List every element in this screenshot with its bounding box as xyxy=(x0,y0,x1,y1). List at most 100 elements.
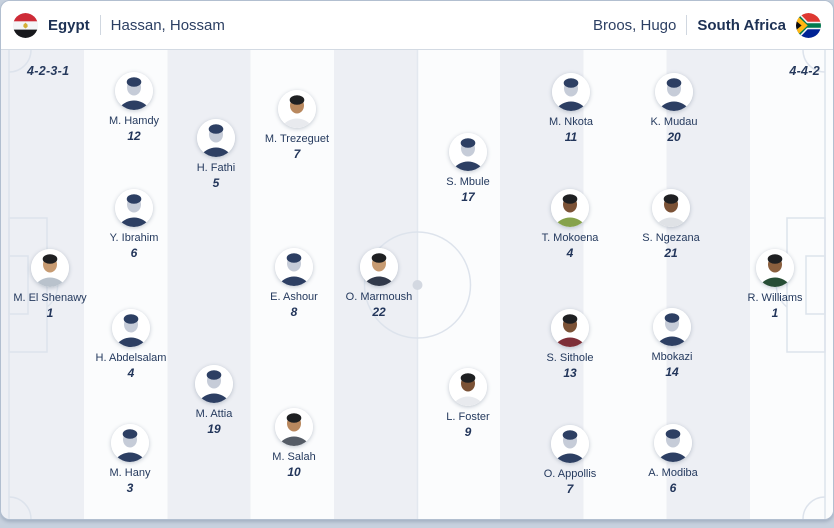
away-coach-name: Broos, Hugo xyxy=(592,16,677,34)
player-number: 7 xyxy=(566,482,574,497)
player-avatar-icon xyxy=(115,189,153,227)
home-coach-name: Hassan, Hossam xyxy=(110,16,225,34)
player-egypt[interactable]: O. Marmoush 22 xyxy=(319,248,439,319)
player-avatar-icon xyxy=(195,365,233,403)
player-avatar-icon xyxy=(552,73,590,111)
player-name: H. Fathi xyxy=(196,162,236,174)
player-egypt[interactable]: H. Abdelsalam 4 xyxy=(71,309,191,380)
player-south-africa[interactable]: M. Nkota 11 xyxy=(511,73,631,144)
player-egypt[interactable]: M. Salah 10 xyxy=(234,408,354,479)
player-name: E. Ashour xyxy=(270,291,318,303)
player-avatar-icon xyxy=(112,309,150,347)
away-formation-label: 4-4-2 xyxy=(789,64,820,78)
player-avatar-icon xyxy=(360,248,398,286)
player-number: 12 xyxy=(127,129,141,144)
player-avatar-icon xyxy=(655,73,693,111)
player-avatar-icon xyxy=(31,249,69,287)
player-south-africa[interactable]: T. Mokoena 4 xyxy=(510,189,630,260)
player-avatar-icon xyxy=(654,424,692,462)
player-egypt[interactable]: E. Ashour 8 xyxy=(234,248,354,319)
player-number: 3 xyxy=(126,481,134,496)
player-avatar-icon xyxy=(115,72,153,110)
home-team-name[interactable]: Egypt xyxy=(48,16,90,34)
player-number: 21 xyxy=(664,246,678,261)
away-team-header: Broos, Hugo South Africa xyxy=(592,12,821,38)
player-number: 4 xyxy=(566,246,574,261)
player-number: 17 xyxy=(461,190,475,205)
player-egypt[interactable]: Y. Ibrahim 6 xyxy=(74,189,194,260)
player-name: S. Ngezana xyxy=(642,232,700,244)
player-south-africa[interactable]: Mbokazi 14 xyxy=(612,308,732,379)
player-egypt[interactable]: H. Fathi 5 xyxy=(156,119,276,190)
player-south-africa[interactable]: A. Modiba 6 xyxy=(613,424,733,495)
header-divider xyxy=(686,15,688,35)
player-avatar-icon xyxy=(756,249,794,287)
player-number: 8 xyxy=(290,305,298,320)
player-number: 6 xyxy=(669,481,677,496)
player-avatar-icon xyxy=(275,248,313,286)
player-number: 19 xyxy=(207,422,221,437)
player-name: A. Modiba xyxy=(648,467,698,479)
player-name: Y. Ibrahim xyxy=(109,232,159,244)
player-avatar-icon xyxy=(551,425,589,463)
player-name: M. El Shenawy xyxy=(13,292,87,304)
player-number: 4 xyxy=(127,366,135,381)
player-name: R. Williams xyxy=(747,292,803,304)
player-number: 14 xyxy=(665,365,679,380)
player-name: O. Appollis xyxy=(543,468,597,480)
player-number: 20 xyxy=(667,130,681,145)
player-name: Mbokazi xyxy=(651,351,693,363)
player-egypt[interactable]: M. Hamdy 12 xyxy=(74,72,194,143)
player-avatar-icon xyxy=(111,424,149,462)
player-egypt[interactable]: M. Hany 3 xyxy=(70,424,190,495)
player-south-africa[interactable]: K. Mudau 20 xyxy=(614,73,734,144)
player-egypt[interactable]: M. Attia 19 xyxy=(154,365,274,436)
player-name: M. Hany xyxy=(109,467,151,479)
player-number: 5 xyxy=(212,176,220,191)
player-name: O. Marmoush xyxy=(345,291,413,303)
player-avatar-icon xyxy=(653,308,691,346)
player-avatar-icon xyxy=(278,90,316,128)
player-avatar-icon xyxy=(197,119,235,157)
player-number: 1 xyxy=(771,306,779,321)
home-formation-label: 4-2-3-1 xyxy=(27,64,70,78)
player-number: 1 xyxy=(46,306,54,321)
player-number: 22 xyxy=(372,305,386,320)
player-number: 10 xyxy=(287,465,301,480)
player-avatar-icon xyxy=(275,408,313,446)
player-egypt[interactable]: M. El Shenawy 1 xyxy=(1,249,110,321)
header-divider xyxy=(99,15,101,35)
player-south-africa[interactable]: S. Mbule 17 xyxy=(408,133,528,204)
player-number: 9 xyxy=(464,425,472,440)
player-egypt[interactable]: M. Trezeguet 7 xyxy=(237,90,357,161)
player-avatar-icon xyxy=(449,133,487,171)
player-name: K. Mudau xyxy=(650,116,698,128)
pitch: 4-2-3-1 4-4-2 M. El Shenawy 1 xyxy=(1,50,833,519)
player-name: H. Abdelsalam xyxy=(95,352,167,364)
player-name: L. Foster xyxy=(446,411,490,423)
player-number: 13 xyxy=(563,366,577,381)
player-south-africa[interactable]: S. Ngezana 21 xyxy=(611,189,731,260)
player-number: 6 xyxy=(130,246,138,261)
player-south-africa[interactable]: R. Williams 1 xyxy=(715,249,833,321)
lineups-header: Egypt Hassan, Hossam Broos, Hugo South A… xyxy=(1,1,833,50)
player-name: M. Trezeguet xyxy=(264,133,330,145)
player-south-africa[interactable]: S. Sithole 13 xyxy=(510,309,630,380)
player-name: M. Attia xyxy=(195,408,233,420)
player-name: S. Sithole xyxy=(546,352,594,364)
player-number: 7 xyxy=(293,147,301,162)
away-team-name[interactable]: South Africa xyxy=(697,16,786,34)
player-name: M. Nkota xyxy=(548,116,593,128)
player-avatar-icon xyxy=(551,189,589,227)
player-avatar-icon xyxy=(652,189,690,227)
player-avatar-icon xyxy=(449,368,487,406)
player-south-africa[interactable]: O. Appollis 7 xyxy=(510,425,630,496)
egypt-flag-icon xyxy=(13,12,38,38)
player-name: T. Mokoena xyxy=(541,232,599,244)
player-name: S. Mbule xyxy=(446,176,490,188)
home-team-header: Egypt Hassan, Hossam xyxy=(13,12,225,38)
player-south-africa[interactable]: L. Foster 9 xyxy=(408,368,528,439)
south-africa-flag-icon xyxy=(796,12,821,38)
player-avatar-icon xyxy=(551,309,589,347)
